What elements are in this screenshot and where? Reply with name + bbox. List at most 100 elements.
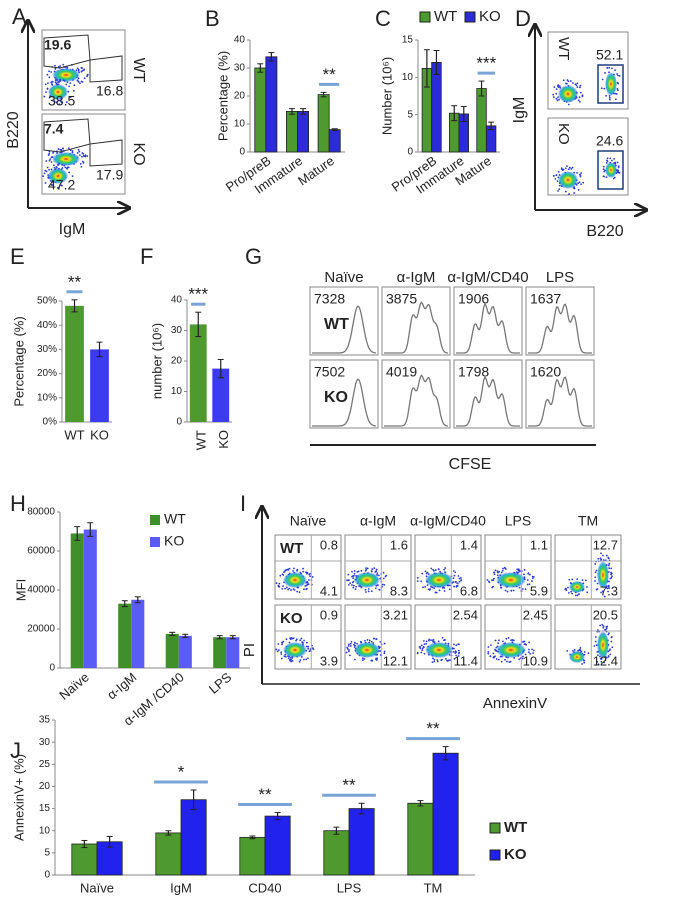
bar bbox=[254, 67, 267, 153]
event-dot bbox=[597, 663, 600, 666]
event-dot bbox=[574, 594, 577, 597]
event-dot bbox=[292, 588, 295, 590]
y-tick-label: 25 bbox=[39, 759, 51, 770]
event-dot bbox=[489, 655, 492, 658]
event-dot bbox=[285, 586, 288, 589]
event-dot bbox=[354, 588, 357, 590]
event-dot bbox=[577, 182, 579, 184]
event-dot bbox=[43, 172, 46, 175]
event-dot bbox=[564, 190, 567, 193]
row-label: WT bbox=[555, 37, 572, 60]
event-dot bbox=[487, 652, 490, 655]
plot-frame bbox=[344, 604, 412, 670]
column-header: LPS bbox=[546, 269, 574, 286]
event-dot bbox=[292, 637, 295, 640]
bar bbox=[118, 603, 132, 668]
event-dot bbox=[506, 590, 509, 593]
significance-label: ** bbox=[68, 272, 82, 291]
event-dot bbox=[531, 577, 534, 580]
event-dot bbox=[357, 570, 360, 573]
event-dot bbox=[488, 581, 491, 584]
row-label: KO bbox=[324, 389, 348, 406]
event-dot bbox=[526, 583, 529, 586]
event-dot bbox=[528, 648, 530, 651]
event-dot bbox=[557, 84, 560, 87]
bar bbox=[180, 799, 207, 876]
event-dot bbox=[349, 642, 352, 645]
bar bbox=[71, 843, 98, 876]
event-dot bbox=[500, 660, 503, 663]
event-dot bbox=[354, 642, 356, 644]
event-dot bbox=[425, 642, 428, 645]
event-dot bbox=[80, 70, 83, 73]
event-dot bbox=[512, 639, 515, 642]
event-dot bbox=[280, 641, 283, 644]
event-dot bbox=[452, 650, 455, 653]
y-axis-label: B220 bbox=[5, 111, 22, 148]
event-dot bbox=[606, 66, 609, 69]
column-header: α-IgM/CD40 bbox=[447, 269, 528, 286]
event-dot bbox=[602, 625, 605, 628]
event-dot bbox=[81, 152, 84, 154]
bar bbox=[212, 368, 230, 422]
event-dot bbox=[460, 577, 462, 579]
event-dot bbox=[306, 641, 308, 644]
event-dot bbox=[58, 81, 60, 84]
event-dot bbox=[557, 170, 560, 173]
event-dot bbox=[59, 80, 62, 82]
event-dot bbox=[352, 577, 355, 579]
bar bbox=[226, 637, 240, 668]
plot-frame bbox=[525, 286, 595, 356]
event-dot bbox=[496, 571, 499, 574]
x-tick-label: IgM bbox=[170, 880, 192, 895]
event-dot bbox=[293, 567, 295, 570]
density-blob bbox=[597, 631, 609, 659]
event-dot bbox=[601, 590, 604, 593]
y-axis-label: Number (10⁶) bbox=[379, 57, 394, 135]
event-dot bbox=[610, 640, 613, 643]
event-dot bbox=[370, 659, 373, 662]
y-tick-label: 30 bbox=[39, 737, 51, 748]
event-dot bbox=[48, 70, 50, 73]
event-dot bbox=[607, 633, 610, 636]
event-dot bbox=[360, 569, 363, 572]
event-dot bbox=[368, 639, 371, 642]
event-dot bbox=[289, 637, 291, 640]
y-tick-label: 20 bbox=[171, 356, 183, 367]
column-header: α-IgM bbox=[360, 513, 396, 529]
event-dot bbox=[572, 82, 574, 84]
event-dot bbox=[566, 650, 569, 652]
quadrant-value: 2.54 bbox=[453, 607, 478, 622]
event-dot bbox=[567, 586, 569, 589]
event-dot bbox=[496, 570, 499, 573]
event-dot bbox=[527, 572, 530, 575]
event-dot bbox=[558, 85, 561, 87]
panel-label: F bbox=[140, 244, 153, 269]
event-dot bbox=[579, 174, 582, 177]
event-dot bbox=[571, 592, 574, 595]
event-dot bbox=[522, 655, 524, 658]
quadrant-value: 8.3 bbox=[390, 583, 408, 598]
y-tick-label: 60000 bbox=[27, 546, 55, 557]
event-dot bbox=[287, 568, 289, 571]
legend-label: WT bbox=[164, 511, 186, 527]
event-dot bbox=[302, 570, 305, 573]
event-dot bbox=[452, 643, 455, 646]
legend-label: KO bbox=[479, 8, 501, 25]
event-dot bbox=[443, 639, 446, 641]
column-header: α-IgM bbox=[397, 269, 436, 286]
bar bbox=[189, 324, 207, 422]
event-dot bbox=[608, 96, 611, 99]
gate-value: 17.9 bbox=[96, 167, 123, 183]
plot-frame bbox=[453, 286, 523, 356]
event-dot bbox=[594, 580, 596, 582]
density-blob bbox=[48, 168, 68, 184]
event-dot bbox=[616, 88, 619, 90]
event-dot bbox=[573, 649, 576, 651]
event-dot bbox=[567, 168, 570, 171]
event-dot bbox=[614, 98, 617, 101]
event-dot bbox=[363, 658, 366, 660]
event-dot bbox=[284, 587, 287, 590]
event-dot bbox=[287, 657, 290, 660]
event-dot bbox=[524, 588, 527, 591]
